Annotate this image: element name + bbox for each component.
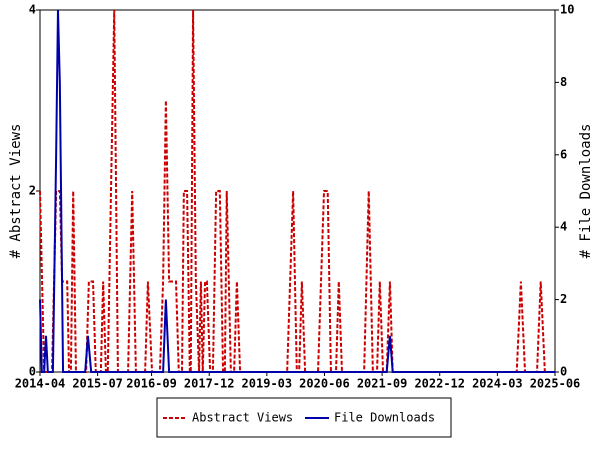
y2-axis-label: # File Downloads (578, 124, 594, 259)
y-tick-label: 0 (29, 365, 36, 379)
y2-tick-label: 10 (560, 3, 574, 17)
series-line (39, 9, 555, 373)
x-tick-label: 2021-09 (357, 377, 408, 391)
x-tick-label: 2014-04 (15, 377, 66, 391)
x-tick-label: 2025-06 (530, 377, 581, 391)
x-tick-label: 2024-03 (472, 377, 523, 391)
y2-tick-label: 8 (560, 75, 567, 89)
x-tick-label: 2016-09 (126, 377, 177, 391)
y-axis-label: # Abstract Views (8, 124, 24, 259)
legend-label: Abstract Views (192, 411, 293, 425)
x-tick-label: 2015-07 (72, 377, 123, 391)
legend-box (156, 397, 452, 438)
y2-tick-label: 6 (560, 147, 567, 161)
x-tick-label: 2022-12 (414, 377, 465, 391)
y-tick-label: 4 (29, 3, 36, 17)
y2-tick-label: 4 (560, 220, 567, 234)
y2-tick-label: 0 (560, 365, 567, 379)
y2-tick-label: 2 (560, 292, 567, 306)
x-tick-label: 2017-12 (184, 377, 235, 391)
x-tick-label: 2020-06 (299, 377, 350, 391)
x-tick-label: 2019-03 (242, 377, 293, 391)
legend-label: File Downloads (334, 411, 435, 425)
series-line (39, 9, 555, 373)
y-tick-label: 2 (29, 184, 36, 198)
